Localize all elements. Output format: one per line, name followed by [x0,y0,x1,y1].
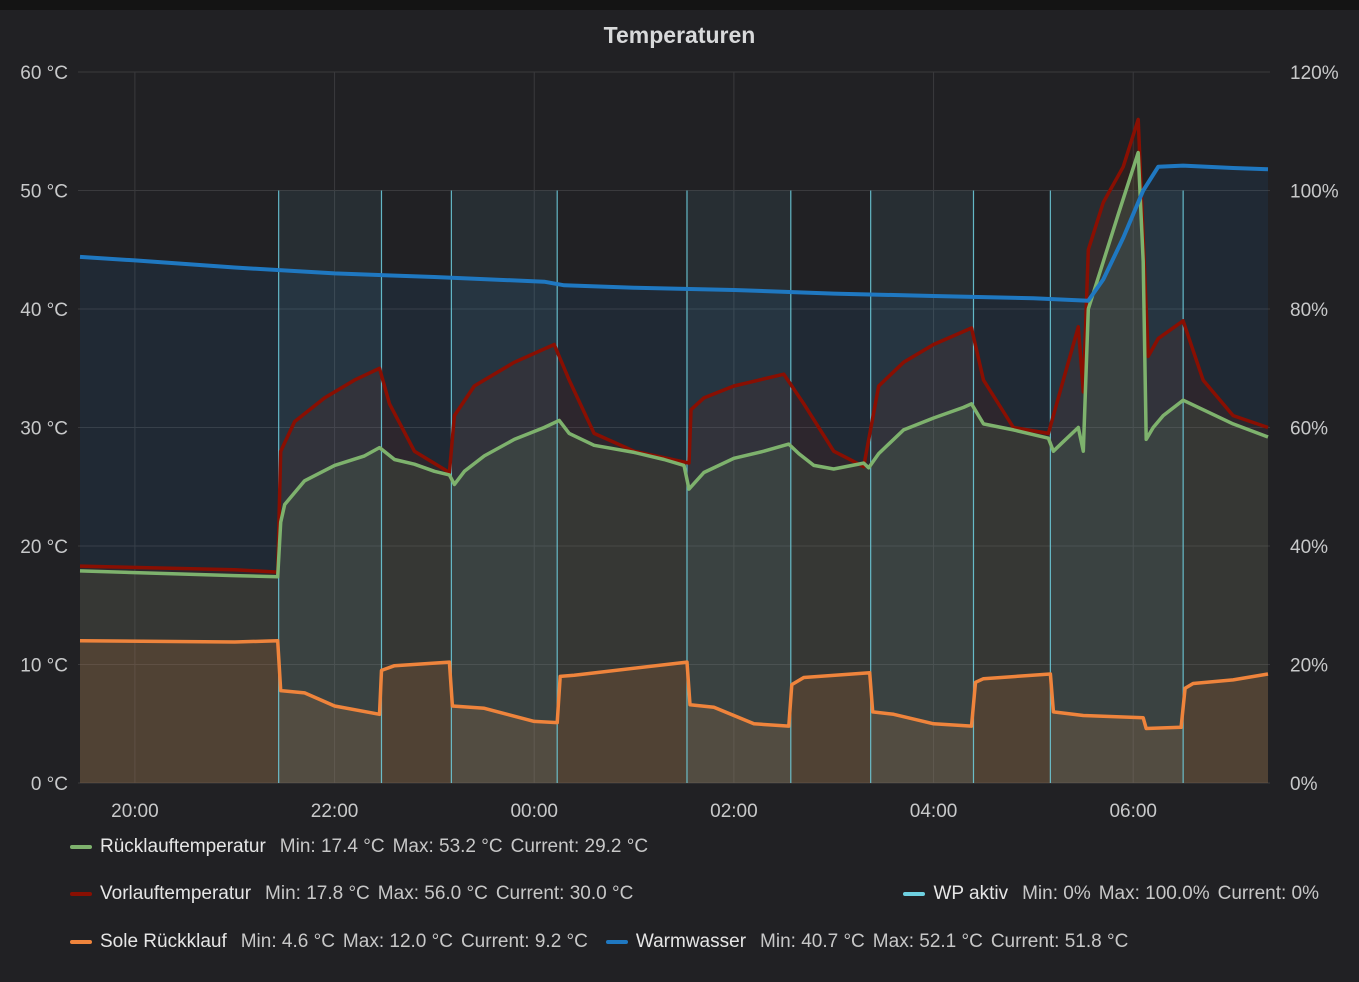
y-left-tick-label: 50 °C [20,182,68,203]
legend-stats: Min: 0% Max: 100.0% Current: 0% [1014,883,1319,905]
y-right-tick-label: 40% [1290,537,1328,558]
y-left-tick-label: 20 °C [20,537,68,558]
temperature-chart: 0 °C 10 °C 20 °C 30 °C 40 °C 50 °C 60 °C 0% 20% 4… [20,63,1339,822]
legend-swatch [70,940,92,944]
legend-item[interactable]: Rücklauftemperatur Min: 17.4 °C Max: 53.2 … [70,836,648,858]
legend-item[interactable]: Sole Rückklauf Min: 4.6 °C Max: 12.0 °C Cur… [70,931,588,953]
y-left-tick-label: 10 °C [20,656,68,677]
legend-series-name[interactable]: Vorlauftemperatur [100,883,252,904]
legend-item[interactable]: WP aktiv Min: 0% Max: 100.0% Current: 0% [903,883,1319,905]
sole-rueckklauf-line [79,639,1269,731]
legend-stat-max: Max: 100.0% [1098,883,1210,904]
legend-stat-min: Min: 40.7 °C [760,931,865,952]
legend-stat-min: Min: 17.8 °C [265,883,370,904]
ruecklauftemperatur-area [80,152,1268,784]
legend-stat-min: Min: 0% [1022,883,1091,904]
panel-title[interactable]: Temperaturen [603,22,756,48]
legend-row: Vorlauftemperatur Min: 17.8 °C Max: 56.0 °… [70,879,1319,909]
x-tick-label: 04:00 [910,801,958,822]
legend-series-name[interactable]: WP aktiv [933,883,1009,904]
x-tick-label: 20:00 [111,801,159,822]
legend-item[interactable]: Vorlauftemperatur Min: 17.8 °C Max: 56.0 °… [70,883,633,905]
vorlauftemperatur-line [79,117,1269,574]
x-tick-label: 02:00 [710,801,758,822]
wp-aktiv-interval [686,190,791,783]
legend-stat-current: Current: 29.2 °C [510,836,649,857]
y-right-tick-label: 60% [1290,419,1328,440]
y-left-tick-label: 60 °C [20,63,68,84]
y-right-tick-label: 100% [1290,182,1339,203]
sole-rueckklauf-area [80,640,1268,783]
legend-stats: Min: 17.4 °C Max: 53.2 °C Current: 29.2 °C [272,836,648,858]
legend-stat-current: Current: 9.2 °C [460,931,588,952]
legend-series-name[interactable]: Warmwasser [635,931,747,952]
wp-aktiv-interval [451,190,558,783]
legend-swatch [70,892,92,896]
legend-series-name[interactable]: Sole Rückklauf [100,931,227,952]
legend-series-name[interactable]: Rücklauftemperatur [100,836,266,857]
legend-swatch [903,892,926,896]
legend-row: Rücklauftemperatur Min: 17.4 °C Max: 53.2 … [70,832,1319,862]
legend-item[interactable]: Warmwasser Min: 40.7 °C Max: 52.1 °C Curren… [605,931,1128,953]
legend-stat-max: Max: 52.1 °C [872,931,983,952]
y-right-tick-label: 20% [1290,656,1328,677]
warmwasser-area [80,165,1268,784]
chart-legend: Rücklauftemperatur Min: 17.4 °C Max: 53.2 … [0,828,1359,978]
y-right-tick-label: 80% [1290,300,1328,321]
y-left-tick-label: 0 °C [31,774,68,795]
legend-stat-current: Current: 0% [1217,883,1319,904]
y-left-tick-label: 40 °C [20,300,68,321]
legend-stat-current: Current: 30.0 °C [495,883,634,904]
y-right-tick-label: 0% [1290,774,1318,795]
legend-stat-max: Max: 53.2 °C [392,836,503,857]
legend-row: Sole Rückklauf Min: 4.6 °C Max: 12.0 °C Cur… [70,927,1319,957]
legend-stat-max: Max: 56.0 °C [377,883,488,904]
legend-stat-current: Current: 51.8 °C [990,931,1129,952]
legend-stats: Min: 4.6 °C Max: 12.0 °C Current: 9.2 °C [233,931,588,953]
ruecklauftemperatur-line [79,150,1269,579]
wp-aktiv-interval [870,190,974,783]
legend-stat-max: Max: 12.0 °C [342,931,453,952]
x-tick-label: 00:00 [510,801,558,822]
y-left-tick-label: 30 °C [20,419,68,440]
warmwasser-line [79,163,1269,303]
legend-stats: Min: 17.8 °C Max: 56.0 °C Current: 30.0 °C [257,883,633,905]
y-right-tick-label: 120% [1290,63,1339,84]
x-tick-label: 22:00 [311,801,359,822]
legend-swatch [605,940,628,944]
x-tick-label: 06:00 [1109,801,1157,822]
legend-stat-min: Min: 4.6 °C [240,931,335,952]
wp-aktiv-interval [1050,190,1184,783]
legend-stats: Min: 40.7 °C Max: 52.1 °C Current: 51.8 °C [752,931,1128,953]
vorlauftemperatur-area [80,119,1268,783]
legend-swatch [70,845,92,849]
legend-stat-min: Min: 17.4 °C [279,836,385,857]
wp-aktiv-interval [278,190,382,783]
